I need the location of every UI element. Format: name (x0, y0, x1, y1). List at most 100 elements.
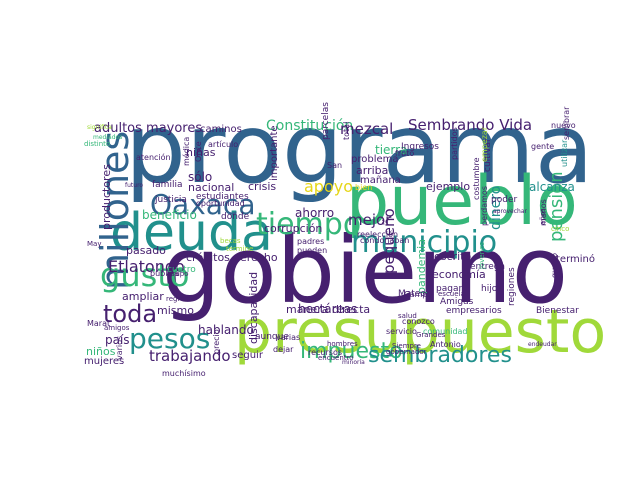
cloud-word: trabajando (149, 347, 231, 365)
cloud-word: mujeres (84, 356, 124, 367)
cloud-word: Ingresos (401, 142, 439, 152)
cloud-word: alcanza (529, 180, 575, 194)
cloud-word: aunque (255, 332, 289, 342)
cloud-word: becas (220, 237, 241, 245)
cloud-word: dinero (488, 186, 504, 230)
cloud-word: mediados (93, 134, 122, 141)
cloud-word: crisis (248, 180, 276, 193)
cloud-word: cinco (551, 225, 569, 233)
cloud-word: corrupción (264, 222, 322, 235)
cloud-word: presupuesto (234, 297, 606, 367)
cloud-word: utilizar (560, 139, 569, 167)
cloud-word: hectáreas (298, 302, 357, 316)
cloud-word: conozco (402, 317, 435, 326)
cloud-word: niños (86, 345, 116, 358)
cloud-word: manera directa (286, 303, 370, 316)
cloud-word: distinto (84, 140, 110, 148)
cloud-word: amigos (104, 324, 130, 332)
cloud-word: apoyo (304, 177, 353, 196)
cloud-word: mezcal (340, 120, 393, 138)
cloud-word: pesos (129, 322, 210, 355)
cloud-word: regiones (507, 267, 517, 306)
cloud-word: pasado (126, 244, 166, 257)
cloud-word: Bienestar (536, 306, 579, 316)
cloud-word: total (342, 122, 351, 140)
cloud-word: cultivar (483, 138, 493, 172)
cloud-word: gobernador (386, 348, 427, 356)
cloud-word: productores (100, 164, 113, 230)
cloud-word: justicia (154, 195, 187, 205)
cloud-word: Antonio (430, 340, 461, 349)
cloud-word: ampliar (122, 290, 164, 303)
cloud-word: médica (181, 137, 191, 166)
cloud-word: adultos mayores (94, 121, 202, 136)
cloud-word: Constitución (266, 118, 353, 134)
cloud-word: significa (87, 124, 112, 131)
cloud-word: partidos (450, 127, 459, 160)
cloud-word: Grandes (416, 331, 446, 339)
cloud-word: gente (531, 142, 554, 151)
cloud-word: discapacidad (247, 272, 260, 344)
cloud-word: gusto (100, 256, 189, 294)
cloud-word: minoría (342, 359, 365, 366)
cloud-word: mañana (360, 175, 401, 186)
cloud-word: derecho (233, 251, 278, 264)
cloud-word: Etlatongo (108, 257, 185, 276)
cloud-word: seguir (232, 350, 264, 361)
cloud-word: escuela (438, 290, 465, 298)
cloud-word: comunidad (423, 327, 468, 336)
cloud-word: problema (351, 154, 399, 165)
cloud-word: mejor (348, 211, 392, 229)
cloud-word: hombres (327, 340, 358, 348)
cloud-word: pequeño (380, 208, 398, 274)
cloud-word: beneficio (142, 208, 197, 222)
cloud-word: varias (276, 333, 300, 342)
cloud-word: pagar (436, 284, 462, 294)
cloud-word: país (105, 333, 130, 347)
cloud-word: padres (297, 237, 324, 246)
cloud-word: mismo (157, 304, 194, 317)
cloud-word: escrito (434, 250, 471, 263)
cloud-word: perdamos (480, 186, 489, 226)
cloud-word: toda (103, 300, 157, 328)
cloud-word: May (87, 240, 101, 248)
cloud-word: impuesto (300, 339, 403, 364)
cloud-word: ejemplo (426, 180, 470, 193)
cloud-word: endeudar (528, 341, 557, 348)
cloud-word: precio (212, 329, 221, 354)
cloud-word: terminó (556, 253, 595, 265)
cloud-word: Marat (87, 319, 110, 328)
cloud-word: reelección (357, 229, 398, 239)
cloud-word: futuro (125, 182, 143, 189)
cloud-word: parcelas (321, 102, 331, 140)
cloud-word: varios (115, 336, 124, 360)
cloud-word: costumbre (472, 157, 481, 200)
cloud-word: menos (539, 199, 548, 226)
cloud-word: importante (269, 125, 280, 181)
cloud-word: familia (152, 180, 182, 190)
cloud-word: Once (194, 141, 203, 162)
cloud-word: regresa (166, 295, 192, 303)
cloud-word: deuda (110, 203, 273, 263)
cloud-word: estudiantes (196, 192, 249, 202)
cloud-word: sólo (188, 170, 212, 184)
cloud-word: Siempre (392, 342, 421, 350)
cloud-word: Amigas (440, 297, 474, 307)
cloud-word: poder (491, 195, 517, 205)
cloud-word: gobierno (162, 217, 568, 324)
cloud-word: Oaxaca (150, 188, 255, 221)
cloud-word: niñas (186, 146, 216, 159)
cloud-word: oportunidad (196, 199, 245, 208)
cloud-word: grupo (168, 270, 188, 278)
cloud-word: caminos (200, 124, 242, 135)
cloud-word: pública (150, 269, 179, 278)
cloud-word: ahorro (295, 206, 334, 220)
cloud-word: sembrar (562, 106, 571, 140)
cloud-word: San (327, 161, 342, 170)
cloud-word: artículo (208, 140, 238, 149)
cloud-word: programa (125, 93, 594, 205)
cloud-word: donde (221, 212, 250, 222)
cloud-word: pensión (546, 171, 567, 242)
cloud-word: sembradores (368, 343, 512, 368)
cloud-word: termine (226, 245, 253, 253)
